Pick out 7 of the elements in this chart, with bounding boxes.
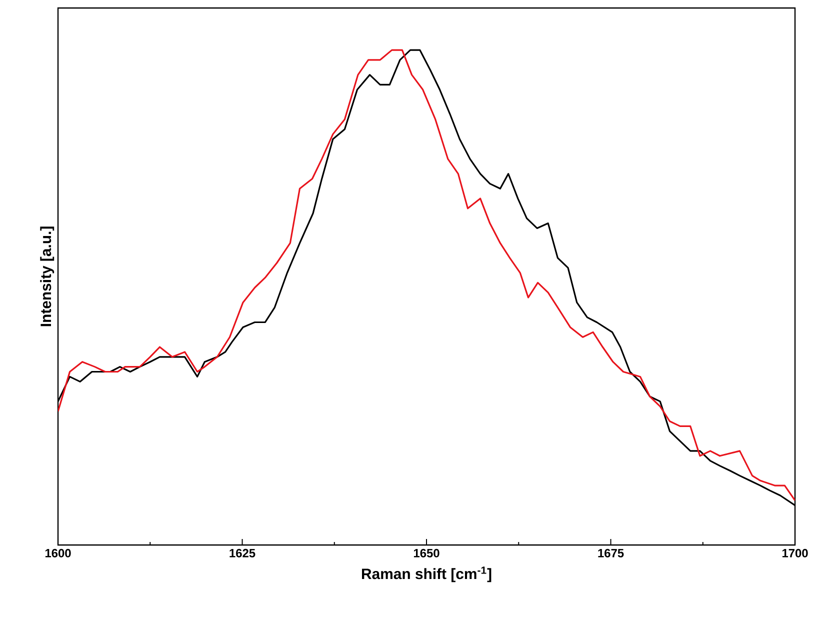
x-tick-label: 1675 — [598, 548, 624, 558]
x-axis-title: Raman shift [cm$^{-1}$] — [362, 566, 492, 582]
x-tick-label: 1600 — [45, 548, 71, 558]
x-tick-label: 1650 — [414, 548, 440, 558]
x-tick-label: 1700 — [782, 548, 808, 558]
x-tick-label: 1625 — [230, 548, 256, 558]
y-axis-title: Intensity [a.u.] — [40, 226, 54, 326]
